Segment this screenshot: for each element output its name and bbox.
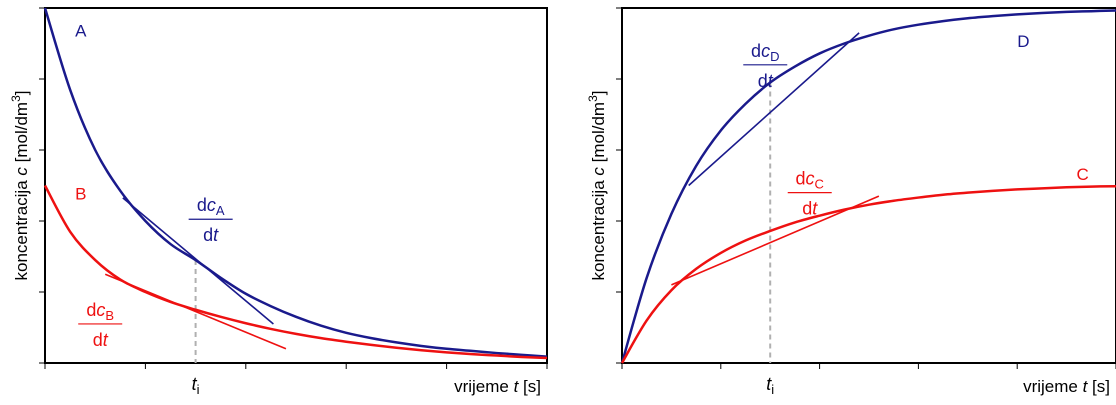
denominator-var: t [213, 225, 219, 245]
numerator-sub: B [105, 308, 114, 323]
y-axis-label-var: c [589, 167, 608, 176]
y-axis-label-pre: koncentracija [589, 176, 608, 281]
numerator-d: d [796, 169, 806, 189]
denominator-d: d [802, 199, 812, 219]
derivative-A-numerator: dcA [197, 195, 225, 218]
y-axis-label: koncentracija c [mol/dm3] [9, 91, 31, 281]
y-axis-label-var: c [12, 167, 31, 176]
denominator-d: d [203, 225, 213, 245]
numerator-var: c [207, 195, 216, 215]
numerator-sub: D [770, 49, 779, 64]
y-axis-label-end: ] [589, 91, 608, 96]
numerator-sub: A [216, 203, 225, 218]
y-axis-label: koncentracija c [mol/dm3] [586, 91, 608, 281]
ti-sub: i [771, 382, 774, 397]
series-D-curve [620, 9, 1116, 364]
numerator-d: d [197, 195, 207, 215]
ti-tick-label: ti [192, 374, 200, 397]
denominator-d: d [758, 71, 768, 91]
tangent-C [671, 195, 880, 286]
numerator-var: c [806, 169, 815, 189]
curve-label-B: B [75, 185, 86, 204]
curve-label-D: D [1017, 32, 1029, 51]
y-axis-label-pre: koncentracija [12, 176, 31, 281]
tangent-B [104, 273, 287, 350]
tangent-D [688, 32, 860, 187]
numerator-d: d [751, 41, 761, 61]
series-B-curve [43, 184, 548, 360]
y-axis-label-post: [mol/dm [12, 102, 31, 167]
ti-var: t [766, 374, 772, 394]
denominator-var: t [103, 330, 109, 350]
x-axis-label-post: [s] [518, 377, 541, 396]
x-axis-label-var: t [514, 377, 520, 396]
x-axis-label: vrijeme t [s] [454, 377, 541, 396]
numerator-sub: C [815, 177, 824, 192]
x-axis-label-pre: vrijeme [454, 377, 514, 396]
denominator-var: t [812, 199, 818, 219]
ti-sub: i [197, 382, 200, 397]
derivative-D-numerator: dcD [751, 41, 779, 64]
y-axis-label-sup: 3 [9, 95, 23, 102]
curve-label-C: C [1076, 165, 1088, 184]
curve-label-A: A [75, 21, 87, 40]
y-axis-label-post: [mol/dm [589, 102, 608, 167]
derivative-B-denominator: dt [93, 330, 109, 350]
numerator-var: c [761, 41, 770, 61]
plot-frame [44, 7, 548, 364]
derivative-C-denominator: dt [802, 199, 818, 219]
numerator-d: d [86, 300, 96, 320]
x-axis-label: vrijeme t [s] [1023, 377, 1110, 396]
denominator-var: t [768, 71, 774, 91]
series-A-curve [43, 7, 548, 358]
y-axis-label-sup: 3 [586, 95, 600, 102]
derivative-D-denominator: dt [758, 71, 774, 91]
derivative-B-numerator: dcB [86, 300, 114, 323]
numerator-var: c [96, 300, 105, 320]
x-axis-label-var: t [1083, 377, 1089, 396]
y-axis-label-end: ] [12, 91, 31, 96]
ti-tick-label: ti [766, 374, 774, 397]
series-C-curve [620, 184, 1116, 364]
ti-var: t [192, 374, 198, 394]
x-axis-label-pre: vrijeme [1023, 377, 1083, 396]
plot-frame [621, 7, 1116, 364]
derivative-A-denominator: dt [203, 225, 219, 245]
tangent-A [122, 197, 274, 325]
denominator-d: d [93, 330, 103, 350]
x-axis-label-post: [s] [1087, 377, 1110, 396]
derivative-C-numerator: dcC [796, 169, 824, 192]
